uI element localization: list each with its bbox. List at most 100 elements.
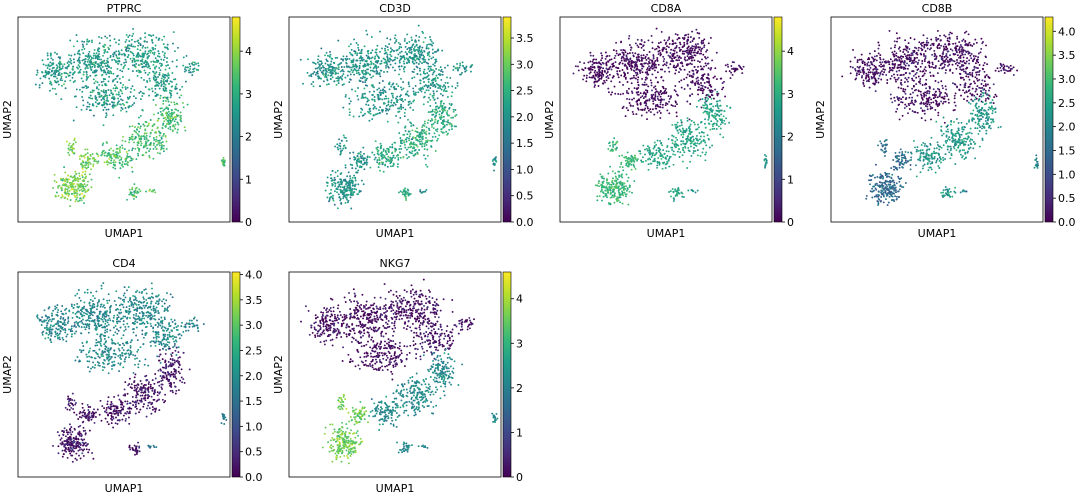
cell-point bbox=[161, 114, 164, 117]
cell-point bbox=[402, 87, 405, 90]
cell-point bbox=[446, 96, 449, 98]
cell-point bbox=[434, 118, 437, 121]
cell-point bbox=[408, 59, 411, 62]
cell-point bbox=[165, 114, 168, 117]
cell-point bbox=[68, 178, 71, 181]
cell-point bbox=[355, 69, 358, 72]
cell-point bbox=[358, 79, 361, 82]
cell-point bbox=[659, 152, 662, 155]
cell-point bbox=[619, 93, 622, 96]
cell-point bbox=[429, 110, 432, 113]
cell-point bbox=[192, 61, 194, 64]
cell-point bbox=[651, 67, 654, 70]
cell-point bbox=[339, 198, 342, 200]
cell-point bbox=[716, 103, 719, 106]
cell-point bbox=[347, 186, 350, 189]
cell-point bbox=[454, 87, 457, 89]
cell-point bbox=[114, 156, 117, 159]
cell-point bbox=[410, 152, 413, 155]
cell-point bbox=[131, 188, 134, 191]
cell-point bbox=[112, 166, 115, 169]
cell-point bbox=[103, 62, 106, 65]
cell-point bbox=[64, 80, 67, 83]
cell-point bbox=[697, 43, 699, 45]
cell-point bbox=[425, 136, 427, 139]
cell-point bbox=[130, 166, 133, 169]
cell-point bbox=[395, 97, 397, 100]
cell-point bbox=[382, 57, 385, 60]
cell-point bbox=[64, 187, 67, 190]
cell-point bbox=[655, 143, 658, 146]
cell-point bbox=[121, 92, 124, 95]
cell-point bbox=[183, 70, 186, 73]
cell-point bbox=[638, 99, 641, 102]
cell-point bbox=[401, 56, 404, 59]
cell-point bbox=[364, 65, 367, 68]
cell-point bbox=[383, 61, 386, 64]
cell-point bbox=[136, 144, 139, 147]
cell-point bbox=[83, 183, 86, 186]
cell-point bbox=[166, 98, 169, 101]
cell-point bbox=[222, 156, 225, 159]
cell-point bbox=[360, 111, 362, 114]
cell-point bbox=[70, 186, 73, 189]
cell-point bbox=[388, 160, 391, 163]
cell-point bbox=[157, 112, 160, 115]
cell-point bbox=[355, 163, 358, 166]
cell-point bbox=[349, 151, 351, 154]
cell-point bbox=[407, 118, 409, 121]
cell-point bbox=[78, 199, 81, 202]
cell-point bbox=[115, 148, 118, 150]
cell-point bbox=[151, 41, 154, 44]
cell-point bbox=[685, 76, 688, 79]
cell-point bbox=[396, 165, 399, 168]
cell-point bbox=[665, 150, 668, 153]
axes-frame bbox=[17, 16, 231, 223]
cell-point bbox=[419, 69, 421, 72]
cell-point bbox=[125, 38, 128, 41]
cell-point bbox=[329, 50, 331, 53]
cell-point bbox=[56, 80, 59, 83]
cell-point bbox=[337, 193, 340, 196]
cell-point bbox=[430, 110, 433, 113]
cell-point bbox=[140, 76, 143, 79]
cell-point bbox=[119, 103, 121, 106]
cell-point bbox=[133, 183, 136, 186]
cell-point bbox=[646, 68, 648, 71]
cell-point bbox=[435, 114, 438, 117]
cell-point bbox=[368, 56, 371, 59]
cell-point bbox=[613, 85, 616, 88]
cell-point bbox=[395, 83, 398, 86]
cell-point bbox=[662, 149, 665, 152]
cell-point bbox=[160, 107, 163, 110]
cell-point bbox=[66, 181, 69, 184]
cell-point bbox=[424, 84, 427, 87]
cell-point bbox=[139, 37, 142, 40]
cell-point bbox=[328, 64, 331, 67]
cell-point bbox=[55, 93, 58, 96]
cell-point bbox=[326, 196, 329, 199]
cell-point bbox=[79, 197, 82, 200]
cell-point bbox=[112, 152, 115, 155]
cell-point bbox=[344, 76, 347, 79]
cell-point bbox=[653, 160, 656, 163]
cell-point bbox=[328, 66, 331, 69]
cell-point bbox=[691, 40, 694, 42]
cell-point bbox=[371, 151, 374, 154]
cell-point bbox=[702, 104, 705, 107]
cell-point bbox=[107, 108, 110, 111]
cell-point bbox=[463, 66, 466, 69]
cell-point bbox=[344, 166, 347, 169]
cell-point bbox=[133, 88, 136, 91]
cell-point bbox=[154, 67, 156, 70]
cell-point bbox=[98, 83, 101, 86]
cell-point bbox=[367, 50, 370, 52]
cell-point bbox=[386, 53, 389, 56]
cell-point bbox=[392, 86, 395, 89]
cell-point bbox=[638, 56, 640, 58]
cell-point bbox=[361, 93, 364, 96]
cell-point bbox=[58, 64, 61, 67]
cell-point bbox=[162, 134, 165, 137]
cell-point bbox=[702, 42, 705, 44]
cell-point bbox=[716, 113, 718, 116]
